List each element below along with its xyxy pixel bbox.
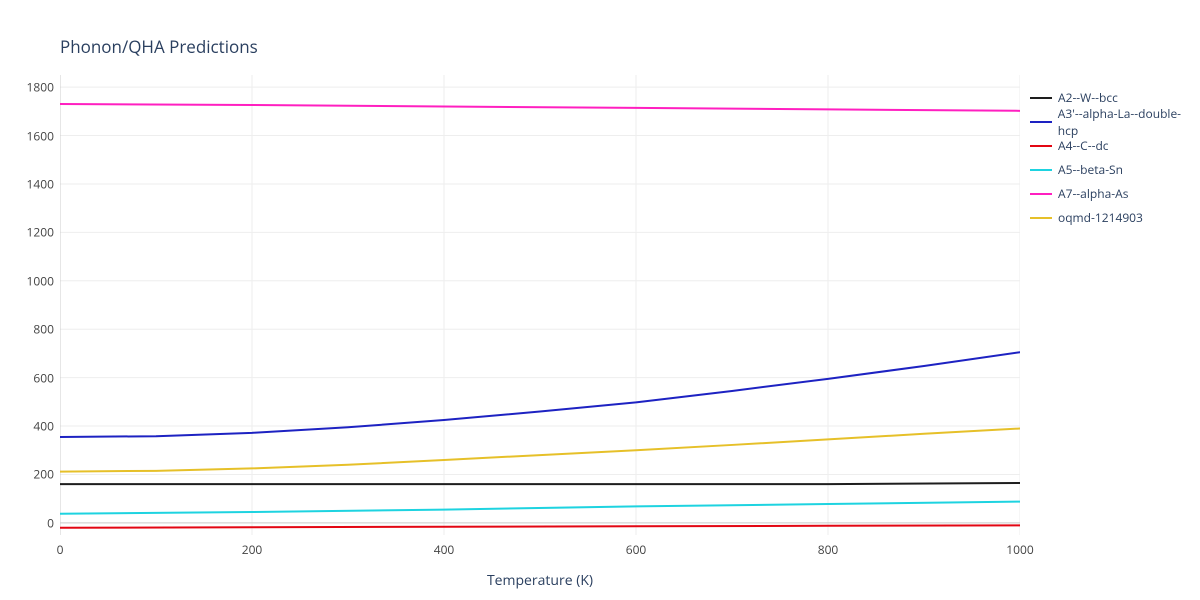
legend-label: A4--C--dc (1058, 137, 1109, 154)
y-tick: 0 (47, 514, 54, 531)
chart-container: Phonon/QHA Predictions Bulk modulus (GPa… (0, 0, 1200, 600)
chart-title: Phonon/QHA Predictions (60, 35, 258, 58)
x-tick: 800 (818, 541, 839, 558)
plot-area[interactable] (60, 75, 1020, 535)
legend[interactable]: A2--W--bccA3'--alpha-La--double-hcpA4--C… (1030, 88, 1200, 232)
y-tick: 1600 (27, 127, 54, 144)
legend-label: A7--alpha-As (1058, 185, 1128, 202)
legend-item[interactable]: A5--beta-Sn (1030, 160, 1200, 179)
legend-swatch (1030, 97, 1052, 99)
y-tick: 600 (33, 369, 54, 386)
legend-item[interactable]: A7--alpha-As (1030, 184, 1200, 203)
legend-label: oqmd-1214903 (1058, 209, 1143, 226)
x-tick: 400 (434, 541, 455, 558)
legend-swatch (1030, 169, 1052, 171)
y-tick: 1000 (27, 272, 54, 289)
y-tick: 1200 (27, 224, 54, 241)
legend-item[interactable]: oqmd-1214903 (1030, 208, 1200, 227)
legend-item[interactable]: A4--C--dc (1030, 136, 1200, 155)
plot-svg (60, 75, 1020, 535)
x-tick: 1000 (1006, 541, 1033, 558)
x-tick: 600 (626, 541, 647, 558)
x-tick: 0 (57, 541, 64, 558)
x-tick: 200 (242, 541, 263, 558)
y-tick: 1800 (27, 79, 54, 96)
y-tick: 1400 (27, 175, 54, 192)
legend-swatch (1030, 193, 1052, 195)
legend-item[interactable]: A3'--alpha-La--double-hcp (1030, 112, 1200, 131)
y-tick: 200 (33, 466, 54, 483)
legend-swatch (1030, 217, 1052, 219)
legend-label: A5--beta-Sn (1058, 161, 1123, 178)
y-tick: 400 (33, 418, 54, 435)
legend-label: A3'--alpha-La--double-hcp (1058, 105, 1200, 139)
x-axis-label: Temperature (K) (60, 571, 1020, 590)
legend-swatch (1030, 121, 1052, 123)
y-tick: 800 (33, 321, 54, 338)
legend-swatch (1030, 145, 1052, 147)
legend-label: A2--W--bcc (1058, 89, 1118, 106)
